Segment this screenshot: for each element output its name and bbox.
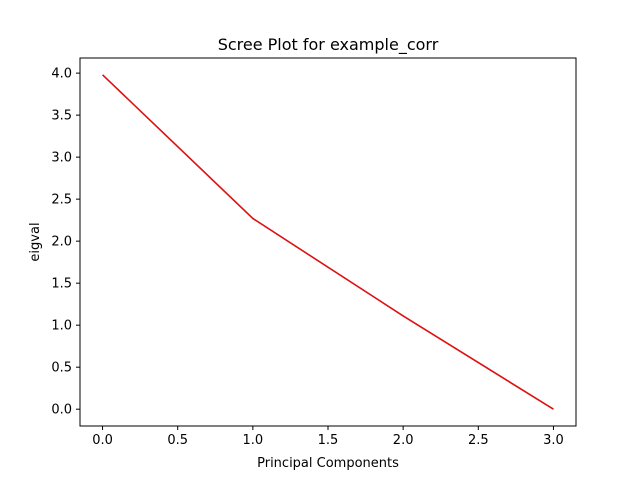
y-tick-label: 0.5 xyxy=(51,361,72,376)
y-tick-label: 2.0 xyxy=(51,235,72,250)
y-tick-label: 2.5 xyxy=(51,193,72,208)
x-tick-label: 2.5 xyxy=(468,433,489,448)
y-tick-label: 3.0 xyxy=(51,151,72,166)
y-axis-ticks: 0.0 0.5 1.0 1.5 2.0 2.5 3.0 3.5 4.0 xyxy=(51,67,80,418)
series-line-0 xyxy=(101,74,554,410)
y-tick-label: 0.0 xyxy=(51,403,72,418)
y-tick-label: 1.5 xyxy=(51,277,72,292)
y-tick-label: 4.0 xyxy=(51,67,72,82)
chart-title: Scree Plot for example_corr xyxy=(218,35,439,55)
y-axis-label: eigval xyxy=(28,222,43,261)
x-axis-label: Principal Components xyxy=(257,456,399,471)
x-tick-label: 0.0 xyxy=(92,433,113,448)
x-tick-label: 2.0 xyxy=(393,433,414,448)
y-tick-label: 3.5 xyxy=(51,109,72,124)
x-tick-label: 1.5 xyxy=(318,433,339,448)
x-tick-label: 1.0 xyxy=(243,433,264,448)
y-tick-label: 1.0 xyxy=(51,319,72,334)
x-axis-ticks: 0.0 0.5 1.0 1.5 2.0 2.5 3.0 xyxy=(92,426,564,448)
x-tick-label: 3.0 xyxy=(543,433,564,448)
x-tick-label: 0.5 xyxy=(167,433,188,448)
